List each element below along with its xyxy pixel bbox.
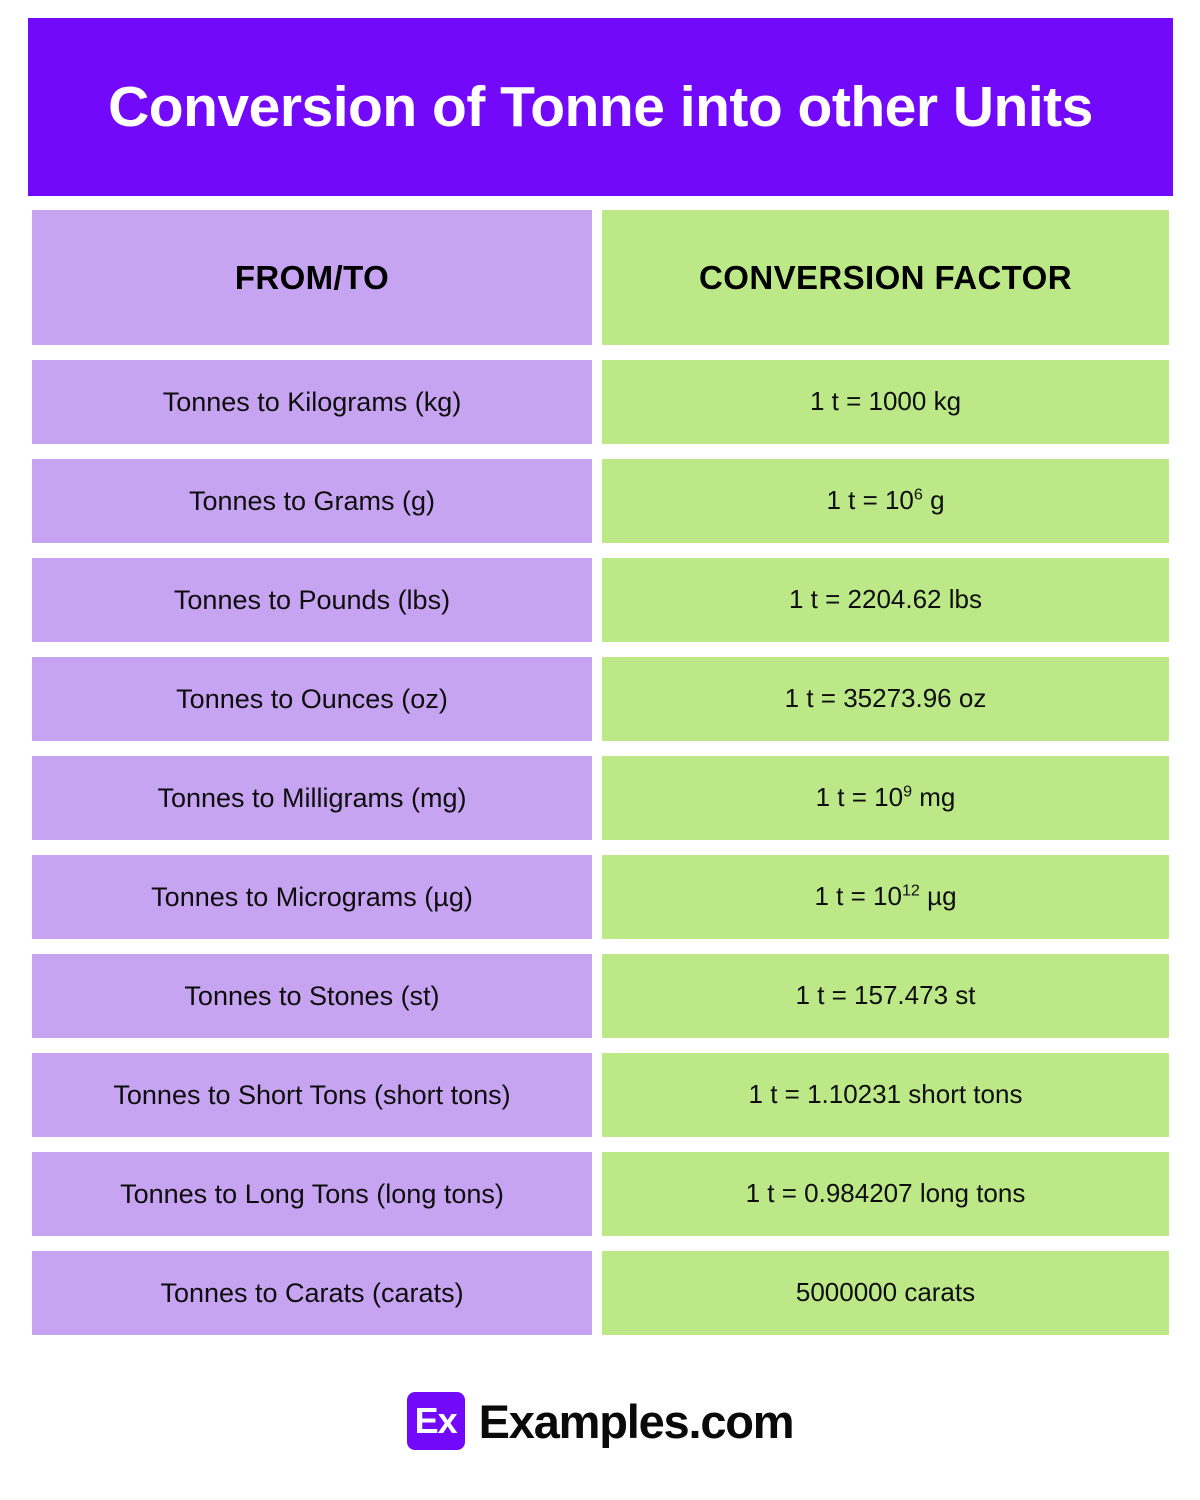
title-banner: Conversion of Tonne into other Units: [28, 18, 1173, 196]
cell-from-to: Tonnes to Short Tons (short tons): [32, 1053, 592, 1137]
table-row: Tonnes to Short Tons (short tons) 1 t = 1…: [0, 1053, 1200, 1137]
footer-branding: Ex Examples.com: [0, 1392, 1200, 1450]
cell-label-conversion-factor: 1 t = 35273.96 oz: [785, 683, 987, 714]
table-row: Tonnes to Pounds (lbs) 1 t = 2204.62 lbs: [0, 558, 1200, 642]
factor-base: 1 t = 0.984207 long tons: [745, 1178, 1026, 1209]
cell-label-from-to: Tonnes to Kilograms (kg): [162, 386, 462, 417]
cell-label-from-to: Tonnes to Micrograms (µg): [151, 881, 473, 912]
cell-conversion-factor: 1 t = 1012 µg: [602, 855, 1169, 939]
factor-base: 1 t = 1.10231 short tons: [748, 1079, 1023, 1110]
cell-conversion-factor: 1 t = 157.473 st: [602, 954, 1169, 1038]
cell-conversion-factor: 1 t = 1.10231 short tons: [602, 1053, 1169, 1137]
cell-label-conversion-factor: 1 t = 1.10231 short tons: [749, 1079, 1023, 1110]
cell-label-conversion-factor: 5000000 carats: [796, 1277, 975, 1308]
cell-label-from-to: Tonnes to Short Tons (short tons): [113, 1079, 511, 1110]
cell-from-to: Tonnes to Pounds (lbs): [32, 558, 592, 642]
cell-label-from-to: Tonnes to Pounds (lbs): [173, 584, 451, 615]
cell-from-to: Tonnes to Ounces (oz): [32, 657, 592, 741]
table-row: Tonnes to Grams (g) 1 t = 106 g: [0, 459, 1200, 543]
cell-label-conversion-factor: 1 t = 2204.62 lbs: [789, 584, 982, 615]
factor-exponent: 9: [903, 782, 913, 801]
factor-base: 1 t = 10: [814, 881, 902, 912]
cell-from-to: Tonnes to Stones (st): [32, 954, 592, 1038]
examples-logo-icon: Ex: [406, 1392, 465, 1450]
cell-conversion-factor: 1 t = 1000 kg: [602, 360, 1169, 444]
cell-label-conversion-factor: 1 t = 1000 kg: [810, 386, 961, 417]
table-row: Tonnes to Micrograms (µg) 1 t = 1012 µg: [0, 855, 1200, 939]
cell-label-conversion-factor: 1 t = 1012 µg: [814, 881, 956, 912]
cell-conversion-factor: 1 t = 2204.62 lbs: [602, 558, 1169, 642]
cell-label-conversion-factor: 1 t = 157.473 st: [796, 980, 976, 1011]
cell-label-from-to: Tonnes to Grams (g): [188, 485, 436, 516]
table-body: Tonnes to Kilograms (kg) 1 t = 1000 kg Ton…: [0, 360, 1200, 1335]
header-label-conversion-factor: CONVERSION FACTOR: [699, 258, 1072, 296]
cell-conversion-factor: 1 t = 0.984207 long tons: [602, 1152, 1169, 1236]
factor-base: 1 t = 1000 kg: [809, 386, 962, 417]
factor-exponent: 12: [901, 881, 920, 900]
cell-label-from-to: Tonnes to Ounces (oz): [176, 683, 448, 714]
factor-base: 1 t = 157.473 st: [795, 980, 976, 1011]
cell-label-conversion-factor: 1 t = 106 g: [826, 485, 944, 516]
factor-base: 1 t = 35273.96 oz: [784, 683, 987, 714]
factor-unit: mg: [912, 782, 956, 813]
table-row: Tonnes to Ounces (oz) 1 t = 35273.96 oz: [0, 657, 1200, 741]
cell-conversion-factor: 1 t = 106 g: [602, 459, 1169, 543]
cell-label-conversion-factor: 1 t = 0.984207 long tons: [746, 1178, 1026, 1209]
factor-base: 5000000 carats: [795, 1277, 976, 1308]
factor-base: 1 t = 10: [815, 782, 904, 813]
cell-label-from-to: Tonnes to Carats (carats): [160, 1277, 464, 1308]
table-header-row: FROM/TO CONVERSION FACTOR: [0, 210, 1200, 345]
table-row: Tonnes to Long Tons (long tons) 1 t = 0.9…: [0, 1152, 1200, 1236]
cell-from-to: Tonnes to Kilograms (kg): [32, 360, 592, 444]
footer-brand-name: Examples.com: [478, 1394, 795, 1448]
cell-conversion-factor: 1 t = 109 mg: [602, 756, 1169, 840]
cell-label-from-to: Tonnes to Long Tons (long tons): [120, 1178, 504, 1209]
cell-from-to: Tonnes to Carats (carats): [32, 1251, 592, 1335]
page-title: Conversion of Tonne into other Units: [108, 74, 1093, 139]
cell-conversion-factor: 1 t = 35273.96 oz: [602, 657, 1169, 741]
header-cell-from-to: FROM/TO: [32, 210, 592, 345]
factor-unit: g: [922, 485, 945, 516]
table-row: Tonnes to Stones (st) 1 t = 157.473 st: [0, 954, 1200, 1038]
cell-label-from-to: Tonnes to Milligrams (mg): [157, 782, 467, 813]
table-row: Tonnes to Milligrams (mg) 1 t = 109 mg: [0, 756, 1200, 840]
header-label-from-to: FROM/TO: [234, 258, 390, 296]
factor-base: 1 t = 2204.62 lbs: [789, 584, 982, 615]
cell-label-from-to: Tonnes to Stones (st): [184, 980, 440, 1011]
header-cell-conversion-factor: CONVERSION FACTOR: [602, 210, 1169, 345]
factor-exponent: 6: [913, 485, 923, 504]
cell-from-to: Tonnes to Micrograms (µg): [32, 855, 592, 939]
table-row: Tonnes to Carats (carats) 5000000 carats: [0, 1251, 1200, 1335]
factor-base: 1 t = 10: [826, 485, 914, 516]
cell-from-to: Tonnes to Grams (g): [32, 459, 592, 543]
cell-conversion-factor: 5000000 carats: [602, 1251, 1169, 1335]
cell-label-conversion-factor: 1 t = 109 mg: [816, 782, 956, 813]
cell-from-to: Tonnes to Long Tons (long tons): [32, 1152, 592, 1236]
conversion-table: FROM/TO CONVERSION FACTOR Tonnes to Kilo…: [0, 210, 1200, 1350]
cell-from-to: Tonnes to Milligrams (mg): [32, 756, 592, 840]
factor-unit: µg: [919, 881, 957, 912]
table-row: Tonnes to Kilograms (kg) 1 t = 1000 kg: [0, 360, 1200, 444]
